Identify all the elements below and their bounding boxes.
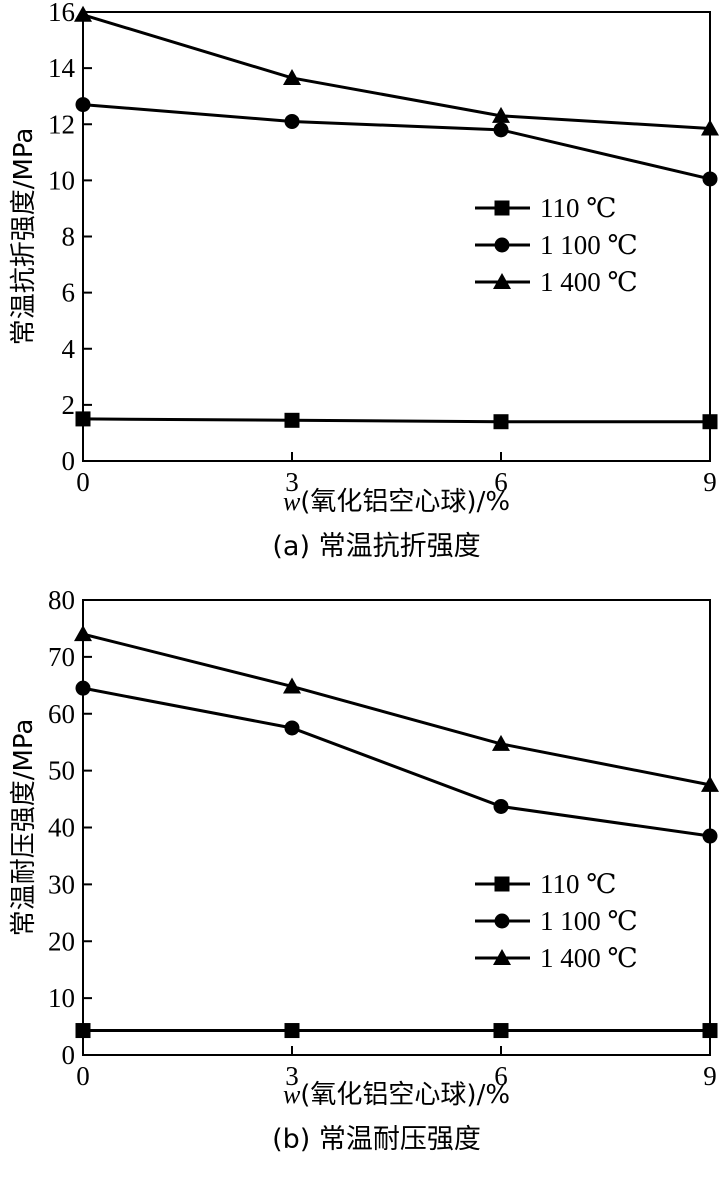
y-tick-label: 8 — [62, 222, 76, 252]
data-point-circle — [493, 798, 509, 814]
plot-frame — [82, 599, 711, 1056]
series-lines — [82, 13, 711, 424]
data-point-square — [284, 1023, 300, 1039]
y-tick-label: 50 — [48, 756, 75, 786]
y-axis-label: 常温抗折强度/MPa — [9, 128, 39, 346]
series-line-3 — [82, 632, 711, 787]
data-point-square — [493, 414, 509, 430]
y-tick-label: 2 — [62, 390, 76, 420]
series-markers — [74, 625, 719, 1039]
series-line-2 — [82, 103, 711, 181]
y-tick-label: 12 — [48, 109, 75, 139]
series-markers — [74, 5, 719, 430]
y-tick-label: 70 — [48, 642, 75, 672]
data-point-circle — [284, 113, 300, 129]
legend-marker-square — [494, 876, 510, 892]
data-point-triangle — [492, 106, 510, 123]
data-point-square — [493, 1023, 509, 1039]
x-tick-label: 9 — [703, 1061, 717, 1091]
y-tick-label: 14 — [48, 53, 76, 83]
y-tick-label: 0 — [62, 1040, 76, 1070]
series-lines — [82, 632, 711, 1033]
panel-caption: (b) 常温耐压强度 — [272, 1124, 481, 1155]
y-axis-label: 常温耐压强度/MPa — [9, 719, 39, 937]
x-tick-label: 3 — [285, 467, 299, 497]
legend-label: 1 100 ℃ — [540, 906, 638, 936]
y-tick-label: 10 — [48, 983, 75, 1013]
series-line-3 — [82, 13, 711, 130]
plot-frame — [82, 11, 711, 462]
x-tick-label: 3 — [285, 1061, 299, 1091]
y-tick-label: 30 — [48, 869, 75, 899]
y-tick-label: 40 — [48, 813, 75, 843]
legend-marker-circle — [494, 237, 510, 253]
data-point-square — [284, 412, 300, 428]
x-tick-label: 6 — [494, 467, 508, 497]
y-tick-label: 80 — [48, 585, 75, 615]
legend-marker-triangle — [493, 273, 511, 289]
x-tick-label: 6 — [494, 1061, 508, 1091]
chart-panel-a: 0 2 4 6 8 10 12 14 16 0 3 6 9 110 ℃ 1 100 ℃ 1 400 ℃ 常… — [9, 0, 719, 562]
series-line-1 — [82, 417, 710, 424]
legend-marker-circle — [494, 913, 510, 929]
data-point-triangle — [283, 677, 301, 694]
panel-caption: (a) 常温抗折强度 — [272, 531, 480, 562]
x-tick-label: 0 — [76, 467, 90, 497]
data-point-circle — [284, 720, 300, 736]
chart-panel-b: 0 10 20 30 40 50 60 70 80 0 3 6 9 110 ℃ 1 100 ℃ 1 400… — [9, 585, 719, 1155]
x-ticks: 0 3 6 9 — [76, 452, 717, 497]
y-ticks: 0 2 4 6 8 10 12 14 16 — [48, 0, 92, 476]
x-ticks: 0 3 6 9 — [76, 1046, 717, 1091]
y-tick-label: 16 — [48, 0, 75, 27]
x-tick-label: 0 — [76, 1061, 90, 1091]
legend: 110 ℃ 1 100 ℃ 1 400 ℃ — [475, 193, 638, 297]
series-line-2 — [82, 686, 711, 838]
y-tick-label: 6 — [62, 278, 76, 308]
y-tick-label: 60 — [48, 699, 75, 729]
legend-label: 110 ℃ — [540, 193, 616, 223]
x-axis-label: w(氧化铝空心球)/% — [283, 1080, 510, 1110]
y-tick-label: 10 — [48, 165, 75, 195]
x-tick-label: 9 — [703, 467, 717, 497]
legend-label: 1 400 ℃ — [540, 267, 638, 297]
y-ticks: 0 10 20 30 40 50 60 70 80 — [48, 585, 92, 1070]
data-point-triangle — [492, 734, 510, 751]
legend-label: 110 ℃ — [540, 869, 616, 899]
x-axis-label: w(氧化铝空心球)/% — [283, 487, 510, 517]
legend-label: 1 400 ℃ — [540, 943, 638, 973]
legend-label: 1 100 ℃ — [540, 230, 638, 260]
y-tick-label: 20 — [48, 926, 75, 956]
legend-marker-square — [494, 200, 510, 216]
data-point-triangle — [283, 68, 301, 85]
legend-marker-triangle — [493, 949, 511, 965]
legend: 110 ℃ 1 100 ℃ 1 400 ℃ — [475, 869, 638, 973]
data-point-circle — [493, 122, 509, 138]
y-tick-label: 0 — [62, 446, 76, 476]
y-tick-label: 4 — [62, 334, 76, 364]
